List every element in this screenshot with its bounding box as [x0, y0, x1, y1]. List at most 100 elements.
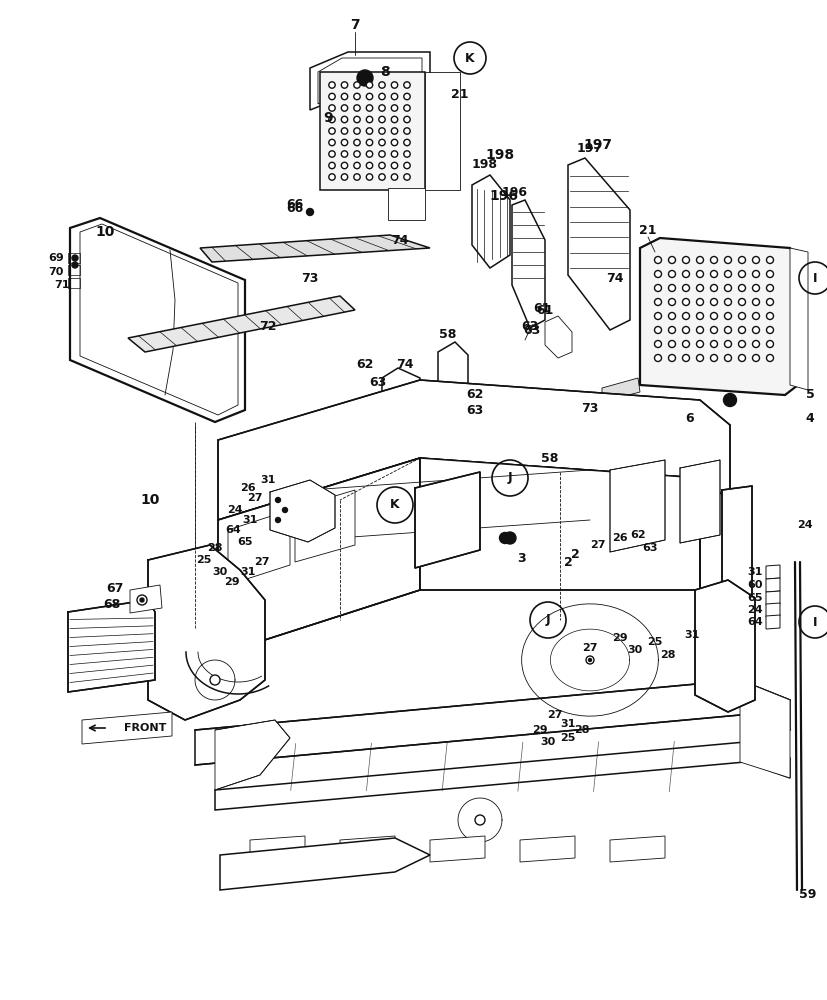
Circle shape [752, 284, 758, 292]
Text: 72: 72 [259, 320, 276, 332]
Circle shape [681, 256, 689, 263]
Polygon shape [414, 472, 480, 568]
Circle shape [696, 284, 703, 292]
Circle shape [341, 162, 347, 169]
Circle shape [710, 355, 717, 361]
Circle shape [653, 256, 661, 263]
Circle shape [667, 270, 675, 277]
Circle shape [681, 270, 689, 277]
Circle shape [752, 326, 758, 334]
Circle shape [752, 340, 758, 348]
Circle shape [667, 256, 675, 263]
Polygon shape [765, 578, 779, 592]
Polygon shape [639, 238, 797, 395]
Circle shape [366, 139, 372, 146]
Text: 65: 65 [237, 537, 252, 547]
Text: K: K [390, 498, 399, 512]
Text: 198: 198 [471, 158, 497, 172]
Circle shape [328, 128, 335, 134]
Text: 73: 73 [301, 271, 318, 284]
Polygon shape [270, 480, 335, 542]
Circle shape [353, 151, 360, 157]
Circle shape [341, 174, 347, 180]
Circle shape [653, 298, 661, 306]
Text: 71: 71 [55, 280, 69, 290]
Circle shape [366, 151, 372, 157]
Text: 73: 73 [581, 401, 598, 414]
Circle shape [723, 393, 735, 406]
Circle shape [724, 298, 730, 306]
Circle shape [378, 116, 385, 123]
Circle shape [404, 151, 409, 157]
Text: 74: 74 [605, 271, 623, 284]
Circle shape [710, 312, 717, 320]
Text: 74: 74 [396, 359, 414, 371]
Circle shape [356, 70, 372, 86]
Circle shape [710, 326, 717, 334]
Circle shape [328, 151, 335, 157]
Circle shape [391, 93, 397, 100]
Text: 25: 25 [647, 637, 662, 647]
Text: 58: 58 [541, 452, 558, 464]
Circle shape [724, 312, 730, 320]
Circle shape [667, 284, 675, 292]
Text: 60: 60 [746, 580, 762, 590]
Circle shape [738, 340, 744, 348]
Circle shape [667, 355, 675, 361]
Circle shape [766, 284, 772, 292]
Text: 29: 29 [532, 725, 547, 735]
Text: 62: 62 [629, 530, 645, 540]
Circle shape [341, 128, 347, 134]
Polygon shape [567, 158, 629, 330]
Text: 30: 30 [212, 567, 227, 577]
Text: 2: 2 [563, 556, 571, 568]
Circle shape [391, 139, 397, 146]
Polygon shape [765, 615, 779, 629]
Polygon shape [128, 296, 355, 352]
Circle shape [366, 93, 372, 100]
Text: 24: 24 [227, 505, 242, 515]
Text: 25: 25 [196, 555, 212, 565]
Circle shape [724, 284, 730, 292]
Polygon shape [220, 838, 429, 890]
Polygon shape [511, 200, 544, 328]
Circle shape [499, 532, 510, 544]
Polygon shape [609, 836, 664, 862]
Circle shape [328, 105, 335, 111]
Circle shape [328, 162, 335, 169]
Polygon shape [200, 235, 429, 262]
Circle shape [653, 340, 661, 348]
Circle shape [378, 128, 385, 134]
Circle shape [282, 508, 287, 512]
Circle shape [378, 93, 385, 100]
Circle shape [766, 270, 772, 277]
Circle shape [404, 128, 409, 134]
Circle shape [404, 116, 409, 123]
Text: 196: 196 [501, 186, 528, 198]
Text: 61: 61 [533, 302, 550, 314]
Text: 6: 6 [685, 412, 694, 424]
Circle shape [696, 340, 703, 348]
Text: 197: 197 [576, 141, 602, 154]
Circle shape [404, 105, 409, 111]
Circle shape [353, 105, 360, 111]
Text: 65: 65 [746, 593, 762, 603]
Circle shape [328, 174, 335, 180]
Circle shape [366, 162, 372, 169]
Circle shape [378, 174, 385, 180]
Circle shape [341, 116, 347, 123]
Text: 68: 68 [103, 598, 121, 611]
Text: 67: 67 [106, 582, 123, 594]
Text: 10: 10 [95, 225, 115, 239]
Circle shape [366, 105, 372, 111]
Polygon shape [70, 218, 245, 422]
Text: 27: 27 [590, 540, 605, 550]
Polygon shape [765, 603, 779, 617]
Circle shape [738, 270, 744, 277]
Circle shape [328, 116, 335, 123]
Circle shape [738, 355, 744, 361]
Polygon shape [82, 712, 172, 744]
Circle shape [586, 656, 593, 664]
Circle shape [404, 174, 409, 180]
Circle shape [341, 93, 347, 100]
